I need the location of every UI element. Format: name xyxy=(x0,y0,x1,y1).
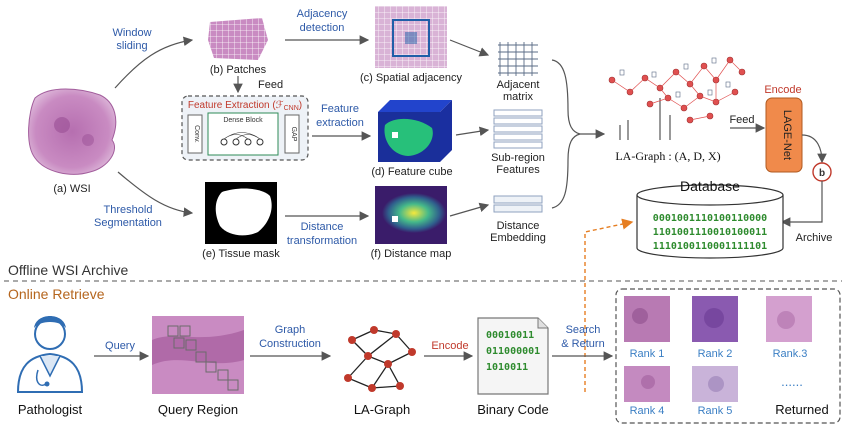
adj-matrix-2: matrix xyxy=(503,91,533,103)
rank-3-label: Rank.3 xyxy=(773,348,808,360)
arrow-to-b xyxy=(801,134,827,164)
arrow-to-dist xyxy=(449,202,490,217)
window-sliding-1: Window xyxy=(112,27,151,39)
dist-emb-1: Distance xyxy=(497,220,540,232)
binary-code-2: 011000001 xyxy=(486,346,540,357)
db-code-1: 0001001110100110000 xyxy=(653,213,767,224)
wsi-label: (a) WSI xyxy=(53,183,90,195)
more-ellipsis: ...... xyxy=(781,374,803,389)
binary-code-3: 1010011 xyxy=(486,362,528,373)
adj-matrix-1: Adjacent xyxy=(497,79,540,91)
database-title: Database xyxy=(680,178,740,194)
subregion-1: Sub-region xyxy=(491,152,545,164)
search-return-1: Search xyxy=(566,324,601,336)
dist-emb-2: Embedding xyxy=(490,232,546,244)
la-graph-label: LA-Graph : (A, D, X) xyxy=(615,149,720,163)
returned-box xyxy=(615,288,841,424)
adjacency-1: Adjacency xyxy=(297,8,348,20)
rank-4-label: Rank 4 xyxy=(630,405,665,417)
la-graph-small xyxy=(344,326,416,392)
wsi-image xyxy=(28,88,117,175)
arrow-to-feat xyxy=(455,126,490,137)
search-return-2: & Return xyxy=(561,338,604,350)
pathologist-icon xyxy=(16,316,84,393)
arrow-window xyxy=(114,36,194,89)
rank-3-image xyxy=(766,296,812,342)
lage-net-label: LAGE-Net xyxy=(781,110,793,160)
feature-extraction-box: Feature Extraction (ℱCNN) Conv. Dense Bl… xyxy=(181,95,309,161)
spatial-adjacency-label: (c) Spatial adjacency xyxy=(360,72,463,84)
archive-label: Archive xyxy=(796,232,833,244)
dense-block-label: Dense Block xyxy=(223,117,263,124)
arrow-archive xyxy=(780,181,823,227)
pathologist-label: Pathologist xyxy=(18,402,83,417)
encode-label: Encode xyxy=(764,84,801,96)
patches-image xyxy=(208,18,268,60)
adjacent-matrix-icon xyxy=(498,42,538,76)
binary-code-label: Binary Code xyxy=(477,402,549,417)
rank-5-image xyxy=(692,366,738,402)
gap-label: GAP xyxy=(290,127,297,142)
rank-1-image xyxy=(624,296,670,342)
db-code-3: 1110100110001111101 xyxy=(653,241,767,252)
graph-construction-2: Construction xyxy=(259,338,321,350)
distance-map-image xyxy=(375,186,447,244)
spatial-adjacency-image xyxy=(375,6,447,68)
threshold-2: Segmentation xyxy=(94,217,162,229)
graph-construction-1: Graph xyxy=(275,324,306,336)
offline-section-label: Offline WSI Archive xyxy=(8,262,129,278)
distance-1: Distance xyxy=(301,221,344,233)
distance-embedding-icon xyxy=(493,195,543,213)
feature-ex-2: extraction xyxy=(316,117,364,129)
db-code-2: 1101001110010100011 xyxy=(653,227,767,238)
arrow-to-adj xyxy=(449,39,490,57)
feed-label: Feed xyxy=(258,79,283,91)
rank-4-image xyxy=(624,366,670,402)
b-node-label: b xyxy=(819,168,825,179)
adjacency-2: detection xyxy=(300,22,345,34)
distance-2: transformation xyxy=(287,235,357,247)
tissue-mask-image xyxy=(205,182,277,244)
rank-5-label: Rank 5 xyxy=(698,405,733,417)
feature-cube-label: (d) Feature cube xyxy=(371,166,452,178)
binary-code-1: 00010011 xyxy=(486,330,534,341)
feature-cube-image xyxy=(378,100,452,162)
subregion-features-icon xyxy=(493,109,543,149)
database-cylinder xyxy=(636,184,784,259)
feed2-label: Feed xyxy=(729,114,754,126)
feature-extraction-title: Feature Extraction (ℱCNN) xyxy=(188,100,302,112)
online-section-label: Online Retrieve xyxy=(8,286,105,302)
tissue-mask-label: (e) Tissue mask xyxy=(202,248,280,260)
patches-label: (b) Patches xyxy=(210,64,267,76)
distance-map-label: (f) Distance map xyxy=(371,248,452,260)
binary-code-doc xyxy=(477,317,549,395)
query-region-label: Query Region xyxy=(158,402,238,417)
arrow-threshold xyxy=(117,171,194,217)
conv-label: Conv. xyxy=(193,125,200,143)
db-search-link xyxy=(584,218,634,392)
query-label: Query xyxy=(105,340,135,352)
feature-ex-1: Feature xyxy=(321,103,359,115)
rank-1-label: Rank 1 xyxy=(630,348,665,360)
merge-brace xyxy=(551,59,581,209)
subregion-2: Features xyxy=(496,164,540,176)
rank-2-label: Rank 2 xyxy=(698,348,733,360)
la-graph-visual xyxy=(608,56,746,140)
query-region-image xyxy=(152,316,244,394)
threshold-1: Threshold xyxy=(104,204,153,216)
encode-online-label: Encode xyxy=(431,340,468,352)
window-sliding-2: sliding xyxy=(116,40,147,52)
returned-label: Returned xyxy=(775,402,828,417)
la-graph-small-label: LA-Graph xyxy=(354,402,410,417)
rank-2-image xyxy=(692,296,738,342)
